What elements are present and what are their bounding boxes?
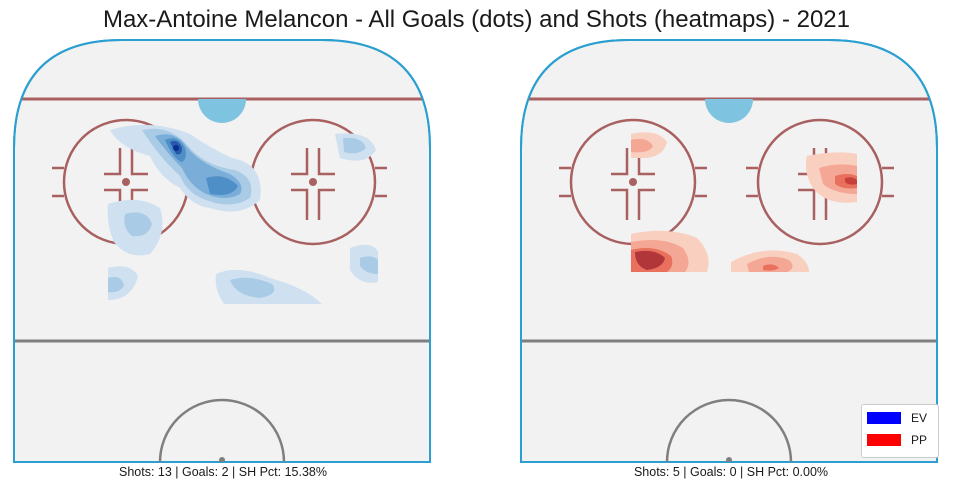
center-circle bbox=[158, 398, 286, 462]
rink-left-ev bbox=[13, 39, 431, 463]
legend-label-ev: EV bbox=[911, 411, 928, 425]
legend-label-pp: PP bbox=[911, 433, 928, 447]
legend-item-pp: PP bbox=[867, 433, 927, 447]
legend-swatch-ev bbox=[867, 412, 901, 424]
goal-crease bbox=[198, 99, 246, 123]
pp-shot-heatmap bbox=[631, 132, 857, 272]
ev-shot-heatmap bbox=[107, 124, 378, 304]
legend-item-ev: EV bbox=[867, 411, 927, 425]
caption-right: Shots: 5 | Goals: 0 | SH Pct: 0.00% bbox=[633, 465, 829, 479]
center-circle bbox=[665, 398, 793, 462]
legend-swatch-pp bbox=[867, 434, 901, 446]
chart-title: Max-Antoine Melancon - All Goals (dots) … bbox=[102, 6, 851, 33]
legend: EV PP bbox=[861, 404, 939, 458]
goal-crease bbox=[705, 99, 753, 123]
caption-left: Shots: 13 | Goals: 2 | SH Pct: 15.38% bbox=[119, 465, 327, 479]
rink-right-pp bbox=[520, 39, 938, 463]
